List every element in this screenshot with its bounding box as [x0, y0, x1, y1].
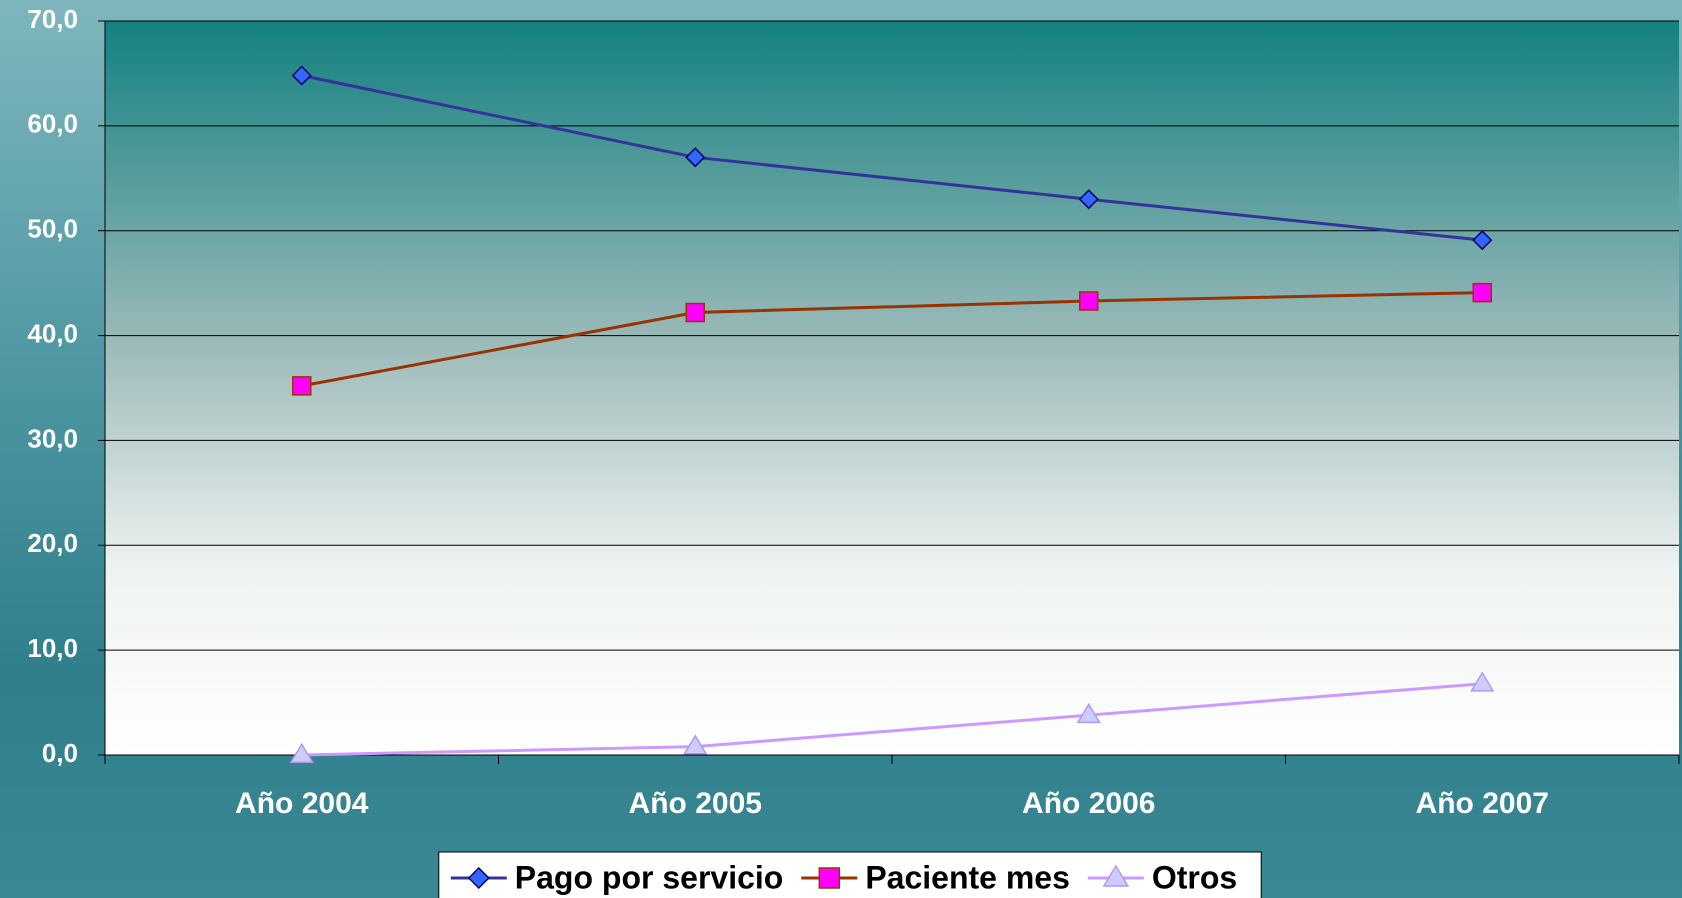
marker	[291, 65, 312, 86]
legend-item: Pago por servicio	[450, 859, 784, 895]
marker	[1078, 189, 1099, 210]
y-tick-label: 20,0	[27, 528, 78, 558]
legend-item: Paciente mes	[801, 859, 1070, 895]
marker	[1102, 864, 1130, 887]
y-tick-label: 70,0	[27, 4, 78, 34]
legend-label: Paciente mes	[865, 859, 1070, 895]
marker	[467, 866, 490, 890]
series-line	[301, 291, 1483, 388]
marker	[1472, 230, 1493, 251]
legend: Pago por servicio Paciente mes Otros	[438, 851, 1262, 898]
marker	[818, 867, 841, 889]
y-tick-label: 50,0	[27, 214, 78, 244]
y-tick-label: 0,0	[42, 738, 78, 768]
x-tick-label: Año 2007	[1416, 787, 1549, 820]
x-tick-label: Año 2004	[235, 787, 369, 820]
marker	[1470, 671, 1495, 692]
y-tick-label: 60,0	[27, 109, 78, 139]
marker	[292, 376, 312, 396]
marker	[1079, 291, 1099, 311]
marker	[683, 734, 708, 755]
y-tick-label: 10,0	[27, 633, 78, 663]
series-line	[301, 74, 1483, 242]
legend-box	[438, 851, 1262, 898]
legend-item: Otros	[1087, 859, 1237, 895]
series-line	[301, 682, 1483, 757]
legend-label: Pago por servicio	[515, 859, 784, 895]
plot-area	[105, 21, 1679, 755]
marker	[1076, 702, 1101, 724]
x-tick-label: Año 2006	[1022, 787, 1155, 820]
y-tick-label: 30,0	[27, 423, 78, 453]
y-tick-label: 40,0	[27, 318, 78, 348]
marker	[1472, 282, 1492, 303]
x-tick-label: Año 2005	[629, 787, 762, 820]
legend-label: Otros	[1152, 859, 1237, 895]
marker	[289, 742, 314, 763]
marker	[685, 302, 705, 323]
marker	[685, 147, 706, 168]
